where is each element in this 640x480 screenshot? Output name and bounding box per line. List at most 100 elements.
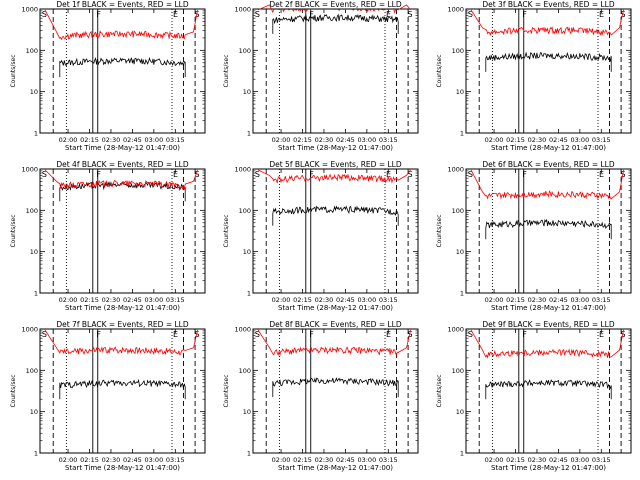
- lld-series-line: [44, 329, 198, 356]
- y-tick-label: 100: [239, 207, 251, 215]
- y-tick-label: 100: [239, 47, 251, 55]
- marker-letter: F: [522, 170, 527, 179]
- x-axis-label: Start Time (28-May-12 01:47:00): [491, 304, 606, 312]
- x-tick-label: 02:30: [528, 456, 547, 464]
- y-tick-label: 100: [452, 207, 464, 215]
- x-tick-label: 02:30: [102, 136, 121, 144]
- x-tick-label: 03:15: [379, 456, 398, 464]
- y-tick-label: 10: [243, 408, 251, 416]
- y-axis-label: Counts/sec: [223, 214, 230, 247]
- y-tick-label: 10: [243, 248, 251, 256]
- x-axis-label: Start Time (28-May-12 01:47:00): [491, 144, 606, 152]
- y-axis-label: Counts/sec: [10, 374, 17, 407]
- x-tick-label: 02:00: [485, 136, 504, 144]
- x-tick-label: 02:15: [293, 456, 312, 464]
- y-axis-label: Counts/sec: [436, 54, 443, 87]
- chart-title: Det 4f BLACK = Events, RED = LLD: [56, 160, 189, 169]
- y-tick-label: 10: [456, 408, 464, 416]
- plot-frame: [39, 168, 206, 294]
- x-tick-label: 02:45: [123, 456, 142, 464]
- plot-frame: [465, 168, 632, 294]
- chart-title: Det 2f BLACK = Events, RED = LLD: [269, 0, 402, 9]
- x-tick-label: 02:15: [80, 456, 99, 464]
- chart-panel: Det 2f BLACK = Events, RED = LLD 1 10 100 10…: [223, 0, 419, 152]
- y-tick-label: 100: [26, 367, 38, 375]
- y-tick-label: 1: [460, 130, 464, 138]
- marker-letter: E: [599, 170, 604, 179]
- marker-letter: F: [96, 10, 101, 19]
- y-axis-label: Counts/sec: [223, 374, 230, 407]
- marker-letter: E: [173, 10, 178, 19]
- lld-series-line: [257, 169, 411, 184]
- y-tick-label: 1000: [21, 166, 38, 174]
- marker-letter: S: [468, 330, 473, 339]
- chart-panel: Det 3f BLACK = Events, RED = LLD 1 10 100 10…: [436, 0, 632, 152]
- plot-frame: [465, 328, 632, 454]
- marker-letter: S: [194, 330, 199, 339]
- y-axis-label: Counts/sec: [436, 214, 443, 247]
- marker-letter: E: [599, 10, 604, 19]
- x-tick-label: 02:00: [485, 296, 504, 304]
- x-axis-label: Start Time (28-May-12 01:47:00): [278, 304, 393, 312]
- marker-letter: S: [255, 330, 260, 339]
- y-tick-label: 100: [26, 47, 38, 55]
- y-tick-label: 1000: [234, 166, 251, 174]
- marker-letter: E: [173, 330, 178, 339]
- chart-panel: Det 7f BLACK = Events, RED = LLD 1 10 100 10…: [10, 320, 206, 472]
- marker-letter: F: [96, 170, 101, 179]
- y-tick-label: 1: [247, 290, 251, 298]
- lld-series-line: [44, 169, 198, 191]
- y-axis-label: Counts/sec: [10, 214, 17, 247]
- marker-letter: S: [468, 170, 473, 179]
- plot-frame: [252, 168, 419, 294]
- chart-title: Det 9f BLACK = Events, RED = LLD: [482, 320, 615, 329]
- x-tick-label: 03:00: [357, 296, 376, 304]
- x-axis-label: Start Time (28-May-12 01:47:00): [278, 144, 393, 152]
- y-tick-label: 1000: [447, 326, 464, 334]
- x-tick-label: 03:00: [570, 296, 589, 304]
- chart-panel: Det 4f BLACK = Events, RED = LLD 1 10 100 10…: [10, 160, 206, 312]
- events-series-line: [59, 181, 186, 202]
- events-series-line: [272, 377, 399, 398]
- x-tick-label: 02:00: [272, 456, 291, 464]
- x-axis-label: Start Time (28-May-12 01:47:00): [65, 464, 180, 472]
- plot-frame: [39, 328, 206, 454]
- x-tick-label: 02:15: [80, 136, 99, 144]
- x-tick-label: 03:15: [592, 136, 611, 144]
- marker-letter: S: [42, 170, 47, 179]
- x-tick-label: 02:30: [528, 136, 547, 144]
- y-tick-label: 1000: [447, 6, 464, 14]
- y-tick-label: 10: [30, 88, 38, 96]
- y-tick-label: 1: [34, 290, 38, 298]
- marker-letter: E: [386, 170, 391, 179]
- y-tick-label: 10: [30, 408, 38, 416]
- x-tick-label: 02:45: [123, 296, 142, 304]
- y-tick-label: 1: [247, 450, 251, 458]
- events-series-line: [272, 13, 399, 34]
- y-tick-label: 10: [456, 88, 464, 96]
- marker-letter: S: [255, 10, 260, 19]
- y-tick-label: 10: [456, 248, 464, 256]
- y-tick-label: 100: [239, 367, 251, 375]
- chart-title: Det 5f BLACK = Events, RED = LLD: [269, 160, 402, 169]
- plot-frame: [39, 8, 206, 134]
- x-tick-label: 02:00: [59, 296, 78, 304]
- marker-letter: F: [96, 330, 101, 339]
- y-tick-label: 1000: [234, 6, 251, 14]
- x-tick-label: 02:00: [485, 456, 504, 464]
- chart-title: Det 8f BLACK = Events, RED = LLD: [269, 320, 402, 329]
- y-tick-label: 10: [243, 88, 251, 96]
- x-tick-label: 02:45: [336, 136, 355, 144]
- x-tick-label: 03:00: [144, 136, 163, 144]
- x-tick-label: 03:00: [144, 456, 163, 464]
- chart-panel: Det 1f BLACK = Events, RED = LLD 1 10 100 10…: [10, 0, 206, 152]
- x-tick-label: 02:15: [506, 136, 525, 144]
- y-tick-label: 1: [247, 130, 251, 138]
- x-tick-label: 02:15: [80, 296, 99, 304]
- y-axis-label: Counts/sec: [223, 54, 230, 87]
- marker-letter: E: [386, 10, 391, 19]
- marker-letter: S: [407, 170, 412, 179]
- y-tick-label: 100: [26, 207, 38, 215]
- marker-letter: S: [42, 330, 47, 339]
